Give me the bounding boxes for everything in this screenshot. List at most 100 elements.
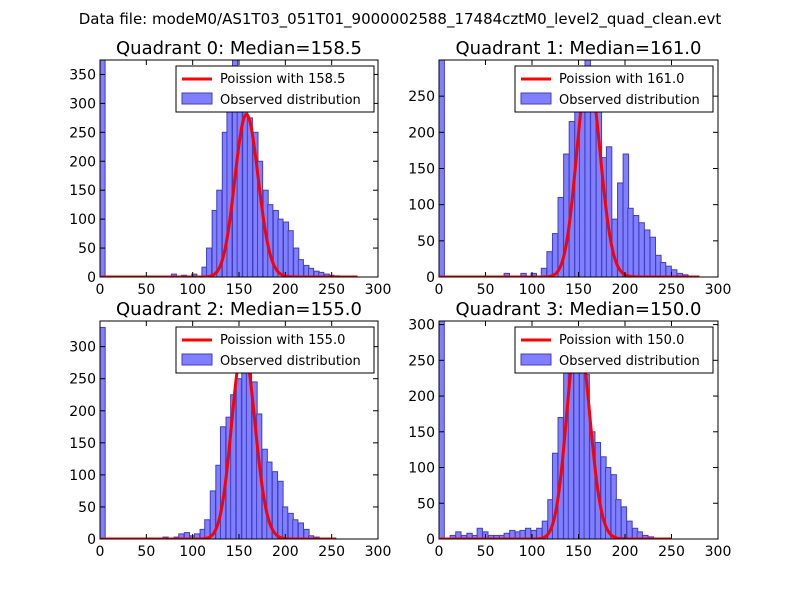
x-tick-label: 200	[612, 544, 639, 560]
x-tick-label: 300	[705, 544, 732, 560]
histogram-bar	[476, 527, 483, 539]
histogram-bar	[649, 236, 657, 277]
y-tick-label: 200	[408, 389, 435, 405]
histogram-bar	[100, 326, 106, 539]
x-tick-label: 250	[318, 544, 345, 560]
y-tick-label: 100	[69, 212, 96, 228]
histogram-bar	[246, 117, 253, 277]
histogram-bar	[627, 207, 634, 277]
x-tick-label: 150	[565, 544, 592, 560]
y-tick-label: 100	[408, 461, 435, 477]
y-tick-label: 250	[408, 89, 435, 105]
legend: Poission with 150.0 Observed distribution	[514, 326, 714, 374]
y-tick-label: 150	[408, 425, 435, 441]
x-tick-label: 300	[365, 544, 392, 560]
y-tick-label: 250	[69, 125, 96, 141]
panel-title: Quadrant 3: Median=150.0	[456, 299, 702, 320]
y-tick-label: 350	[69, 67, 96, 83]
x-tick-label: 0	[96, 544, 105, 560]
y-tick-label: 50	[417, 496, 435, 512]
x-tick-label: 250	[318, 282, 345, 298]
panel-2: Quadrant 2: Median=155.0 0 50 100 150 200 250 3…	[69, 299, 391, 560]
x-tick-label: 300	[705, 282, 732, 298]
x-tick-label: 200	[272, 282, 299, 298]
histogram-bar	[287, 230, 294, 277]
x-tick-label: 250	[658, 544, 685, 560]
legend: Poission with 155.0 Observed distribution	[175, 326, 375, 374]
x-tick-label: 0	[435, 544, 444, 560]
x-tick-label: 100	[519, 544, 546, 560]
y-tick-label: 250	[69, 372, 96, 388]
histogram-bar	[665, 265, 672, 277]
x-tick-label: 150	[226, 544, 253, 560]
y-tick-label: 100	[408, 198, 435, 214]
histogram-bar	[235, 378, 242, 539]
histogram-bar	[617, 182, 624, 277]
y-tick-label: 300	[408, 318, 435, 334]
x-tick-label: 100	[179, 544, 206, 560]
histogram-bar	[620, 506, 628, 539]
legend-hist-label: Observed distribution	[559, 354, 700, 369]
y-tick-label: 200	[69, 154, 96, 170]
histogram-bar	[644, 229, 651, 277]
legend-hist-label: Observed distribution	[220, 354, 361, 369]
x-tick-label: 150	[565, 282, 592, 298]
legend-poisson-label: Poission with 161.0	[559, 72, 684, 87]
poisson-curve	[100, 112, 359, 277]
plot-area	[100, 326, 337, 539]
histogram-bar	[659, 262, 667, 277]
histogram-bar	[277, 218, 284, 277]
legend-bar-swatch	[520, 92, 552, 105]
x-tick-label: 50	[137, 282, 155, 298]
x-tick-label: 150	[226, 282, 253, 298]
histogram-bar	[292, 519, 299, 539]
panel-title: Quadrant 1: Median=161.0	[456, 38, 702, 59]
histogram-bar	[297, 522, 304, 539]
histogram-bar	[226, 102, 233, 277]
legend-poisson-label: Poission with 150.0	[559, 333, 684, 348]
y-tick-label: 50	[78, 241, 96, 257]
x-tick-label: 0	[435, 282, 444, 298]
x-tick-label: 200	[612, 282, 639, 298]
panel-3: Quadrant 3: Median=150.0 0 50 100 150 200 250 3…	[408, 299, 731, 560]
histogram-bar	[632, 215, 640, 277]
histogram-bar	[546, 251, 553, 277]
y-tick-label: 300	[69, 96, 96, 112]
legend-bar-swatch	[181, 353, 213, 366]
y-tick-label: 50	[78, 500, 96, 516]
legend: Poission with 161.0 Observed distribution	[514, 65, 714, 113]
x-tick-label: 200	[272, 544, 299, 560]
panel-1: Quadrant 1: Median=161.0 0 50 100 150 200 250 3…	[408, 38, 731, 298]
histogram-bar	[439, 321, 445, 539]
legend-bar-swatch	[181, 92, 213, 105]
legend-poisson-label: Poission with 158.5	[220, 72, 345, 87]
legend-hist-label: Observed distribution	[220, 93, 361, 108]
y-tick-label: 150	[408, 162, 435, 178]
histogram-bar	[206, 247, 213, 277]
histogram-bar	[297, 259, 304, 277]
panel-title: Quadrant 0: Median=158.5	[116, 38, 362, 59]
y-tick-label: 0	[87, 270, 96, 286]
y-tick-label: 150	[69, 183, 96, 199]
y-tick-label: 100	[69, 468, 96, 484]
x-tick-label: 250	[658, 282, 685, 298]
figure-suptitle: Data file: modeM0/AS1T03_051T01_90000025…	[79, 10, 722, 29]
legend-hist-label: Observed distribution	[559, 93, 700, 108]
x-tick-label: 100	[519, 282, 546, 298]
histogram-bar	[615, 499, 622, 539]
y-tick-label: 0	[426, 270, 435, 286]
y-tick-label: 50	[417, 234, 435, 250]
x-tick-label: 50	[137, 544, 155, 560]
y-tick-label: 300	[69, 340, 96, 356]
poisson-curve	[439, 72, 700, 277]
histogram-bar	[638, 222, 645, 277]
y-tick-label: 0	[426, 532, 435, 548]
histogram-bar	[524, 527, 532, 539]
y-tick-label: 0	[87, 532, 96, 548]
y-tick-label: 200	[69, 404, 96, 420]
x-tick-label: 100	[179, 282, 206, 298]
x-tick-label: 50	[477, 282, 495, 298]
panel-0: Quadrant 0: Median=158.5 0 50 100 150 200 250 3…	[69, 38, 391, 298]
y-tick-label: 200	[408, 125, 435, 141]
